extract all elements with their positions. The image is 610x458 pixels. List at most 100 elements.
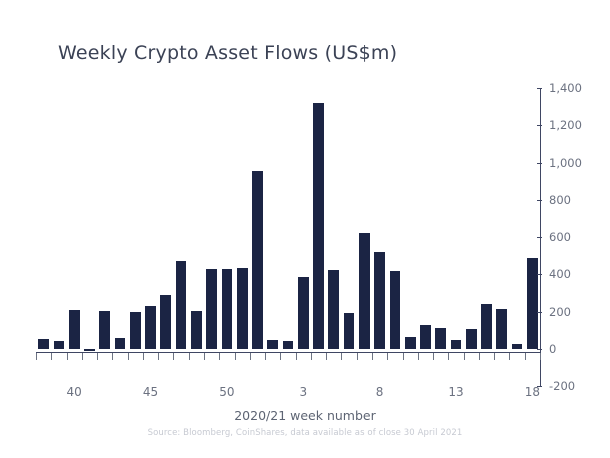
x-axis-tick-label: 13 xyxy=(448,385,464,399)
y-axis-tick-label: 800 xyxy=(549,192,571,207)
x-axis-tick xyxy=(494,353,496,360)
y-axis-tick xyxy=(537,199,542,201)
y-axis-tick xyxy=(537,348,542,350)
x-axis-tick xyxy=(387,353,389,360)
bar xyxy=(389,270,401,349)
x-axis xyxy=(36,352,540,353)
bar xyxy=(420,324,431,349)
bar xyxy=(145,305,156,349)
bar xyxy=(297,277,309,349)
plot-area xyxy=(36,88,540,386)
x-axis-ticks xyxy=(36,353,541,361)
page-title: Weekly Crypto Asset Flows (US$m) xyxy=(58,42,398,64)
bar xyxy=(84,348,95,351)
bar xyxy=(53,341,65,349)
x-axis-tick-label: 45 xyxy=(142,385,159,399)
x-axis-tick xyxy=(51,353,53,360)
bar xyxy=(129,312,141,349)
x-axis-tick xyxy=(341,353,343,360)
x-axis-tick xyxy=(158,353,160,360)
bar xyxy=(267,340,279,349)
x-axis-tick-label: 3 xyxy=(299,385,308,399)
x-axis-tick xyxy=(310,353,312,360)
bar xyxy=(282,341,294,349)
y-axis-tick xyxy=(537,125,542,127)
x-axis-tick xyxy=(417,353,419,360)
bar xyxy=(374,251,385,349)
y-axis xyxy=(537,88,545,387)
x-axis-tick xyxy=(265,353,267,360)
x-axis-tick xyxy=(356,353,358,360)
x-axis-tick xyxy=(478,353,480,360)
y-axis-tick-label: 0 xyxy=(549,341,557,356)
x-axis-tick xyxy=(66,353,68,360)
x-axis-tick xyxy=(295,353,297,360)
y-axis-tick-label: 600 xyxy=(549,230,571,244)
x-axis-tick xyxy=(127,353,129,360)
y-axis-tick-label: 1,400 xyxy=(549,81,582,95)
bar xyxy=(343,313,355,349)
x-axis-tick xyxy=(540,353,541,360)
x-axis-tick-label: 50 xyxy=(219,385,235,399)
x-axis-tick xyxy=(173,353,175,360)
x-axis-tick-label: 40 xyxy=(66,385,82,399)
y-axis-tick-label: -200 xyxy=(549,379,576,393)
bar xyxy=(252,170,263,349)
x-axis-tick xyxy=(36,353,37,360)
bar xyxy=(465,329,477,349)
x-axis-tick xyxy=(326,353,328,360)
bar xyxy=(175,261,187,349)
x-axis-tick xyxy=(509,353,511,360)
source-note: Source: Bloomberg, CoinShares, data avai… xyxy=(147,428,463,438)
bar xyxy=(38,338,49,349)
y-axis-tick xyxy=(537,237,542,238)
bar xyxy=(206,268,217,349)
x-axis-tick xyxy=(372,353,373,360)
x-axis-tick xyxy=(234,353,236,360)
y-axis-tick-label: 400 xyxy=(549,267,571,282)
x-axis-tick xyxy=(97,353,99,360)
bar xyxy=(328,269,340,349)
x-axis-tick xyxy=(402,353,404,360)
x-axis-tick xyxy=(249,353,251,360)
bar xyxy=(527,258,538,349)
bar xyxy=(191,310,202,349)
bar xyxy=(99,310,111,349)
x-axis-tick xyxy=(204,353,205,360)
x-axis-tick xyxy=(112,353,114,360)
bar xyxy=(450,340,462,349)
bar xyxy=(404,336,416,349)
y-axis-tick xyxy=(537,88,542,89)
bar xyxy=(435,328,447,349)
y-axis-tick xyxy=(537,162,542,164)
bar xyxy=(236,267,248,349)
bar xyxy=(114,337,126,349)
bar xyxy=(481,304,492,349)
y-axis-tick xyxy=(537,274,542,276)
bar xyxy=(68,309,80,349)
bar-series xyxy=(36,88,540,386)
bar xyxy=(313,102,324,349)
bar xyxy=(496,308,508,349)
y-axis-tick-label: 200 xyxy=(549,304,571,319)
bar xyxy=(359,233,370,349)
x-axis-tick xyxy=(280,353,282,360)
x-axis-tick xyxy=(219,353,221,360)
x-axis-title: 2020/21 week number xyxy=(234,408,376,423)
x-axis-tick xyxy=(463,353,465,360)
x-axis-tick-label: 8 xyxy=(375,385,384,399)
y-axis-tick xyxy=(537,386,542,387)
y-axis-tick-label: 1,000 xyxy=(549,155,582,170)
x-axis-tick xyxy=(81,353,83,360)
bar xyxy=(221,268,233,349)
x-axis-tick xyxy=(433,353,435,360)
y-axis-tick-label: 1,200 xyxy=(549,118,582,133)
bar xyxy=(511,344,523,349)
x-axis-tick-label: 18 xyxy=(524,385,540,399)
x-axis-tick xyxy=(188,353,190,360)
x-axis-tick xyxy=(448,353,450,360)
y-axis-tick xyxy=(537,311,542,313)
x-axis-tick xyxy=(524,353,526,360)
x-axis-tick xyxy=(142,353,144,360)
